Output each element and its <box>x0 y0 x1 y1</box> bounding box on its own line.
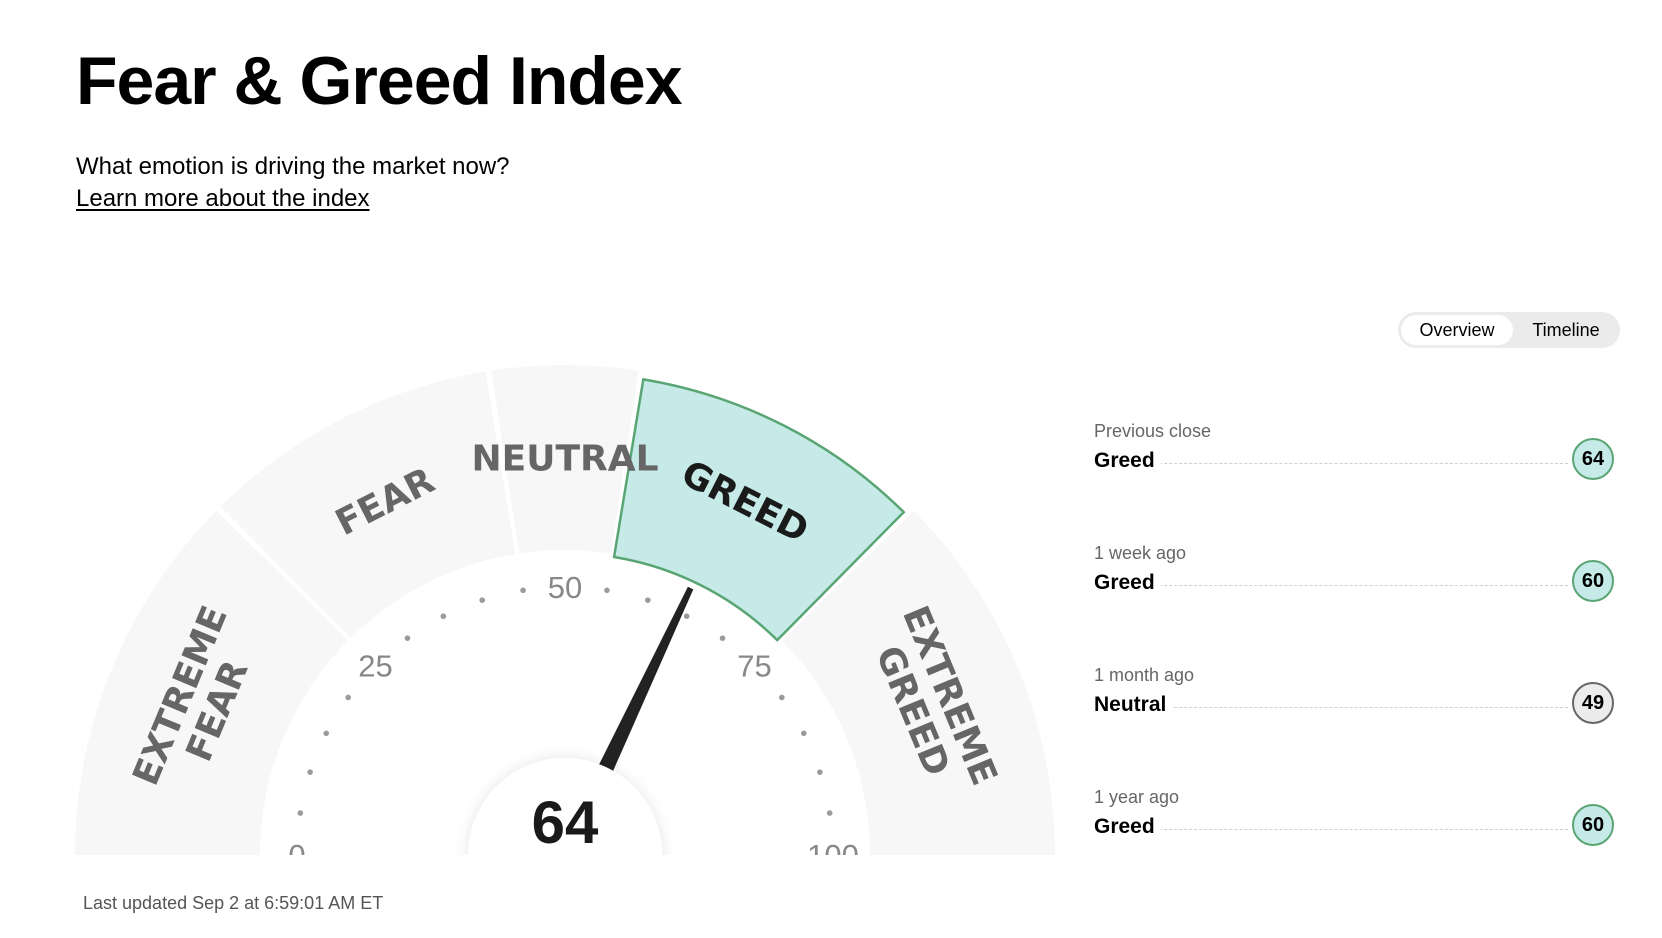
history-value-badge: 49 <box>1572 682 1614 724</box>
gauge-tick-dot <box>645 597 651 603</box>
history-item-1-year-ago: 1 year ago Greed 60 <box>1094 786 1614 876</box>
gauge-zone-extreme-fear <box>75 510 349 855</box>
history-rating: Neutral <box>1094 692 1173 718</box>
history-label: 1 year ago <box>1094 787 1180 807</box>
gauge-value: 64 <box>532 789 599 856</box>
history-label: 1 month ago <box>1094 665 1195 685</box>
overview-tab[interactable]: Overview <box>1401 315 1513 345</box>
gauge-tick-dot <box>345 694 351 701</box>
gauge-zone-greed <box>612 377 906 642</box>
history-item-previous-close: Previous close Greed 64 <box>1094 420 1614 510</box>
dotted-leader <box>1094 829 1568 830</box>
gauge-tick-dot <box>604 587 610 594</box>
history-value-badge: 64 <box>1572 438 1614 480</box>
last-updated-text: Last updated Sep 2 at 6:59:01 AM ET <box>83 893 384 913</box>
gauge-zone-label: NEUTRAL <box>471 439 658 480</box>
gauge-tick-label: 75 <box>737 648 771 683</box>
history-item-1-month-ago: 1 month ago Neutral 49 <box>1094 664 1614 754</box>
gauge-baseline-cover <box>0 855 1080 938</box>
history-label: Previous close <box>1094 421 1212 441</box>
gauge-tick-dot <box>404 635 411 641</box>
gauge-zone-extreme-greed <box>781 510 1055 855</box>
page-title: Fear & Greed Index <box>76 43 683 119</box>
learn-more-link[interactable]: Learn more about the index <box>76 185 370 212</box>
dotted-leader <box>1094 707 1568 708</box>
fear-greed-gauge: EXTREMEFEARFEARNEUTRALGREEDEXTREMEGREED0… <box>0 364 1080 938</box>
gauge-tick-dot <box>479 597 485 603</box>
gauge-tick-label: 50 <box>548 570 582 605</box>
history-value-badge: 60 <box>1572 804 1614 846</box>
dotted-leader <box>1094 463 1568 464</box>
gauge-tick-dot <box>297 810 304 816</box>
gauge-zone-fear <box>220 371 516 639</box>
dotted-leader <box>1094 585 1568 586</box>
history-rating: Greed <box>1094 814 1161 840</box>
gauge-tick-dot <box>520 587 526 594</box>
timeline-tab[interactable]: Timeline <box>1532 320 1600 340</box>
history-label: 1 week ago <box>1094 543 1187 563</box>
history-item-1-week-ago: 1 week ago Greed 60 <box>1094 542 1614 632</box>
gauge-tick-dot <box>779 694 785 701</box>
history-value-badge: 60 <box>1572 560 1614 602</box>
view-toggle: Overview Timeline <box>1398 312 1620 348</box>
gauge-tick-dot <box>817 769 823 775</box>
gauge-tick-label: 25 <box>358 648 392 683</box>
gauge-tick-dot <box>826 810 833 816</box>
gauge-tick-dot <box>719 635 726 641</box>
gauge-tick-dot <box>440 613 447 620</box>
gauge-zone-neutral <box>491 364 639 554</box>
gauge-tick-dot <box>307 769 313 775</box>
gauge-tick-dot <box>800 730 807 737</box>
history-rating: Greed <box>1094 570 1161 596</box>
page-subtitle: What emotion is driving the market now? <box>76 153 510 180</box>
history-rating: Greed <box>1094 448 1161 474</box>
gauge-tick-dot <box>323 730 330 737</box>
gauge-tick-dot <box>683 613 690 620</box>
